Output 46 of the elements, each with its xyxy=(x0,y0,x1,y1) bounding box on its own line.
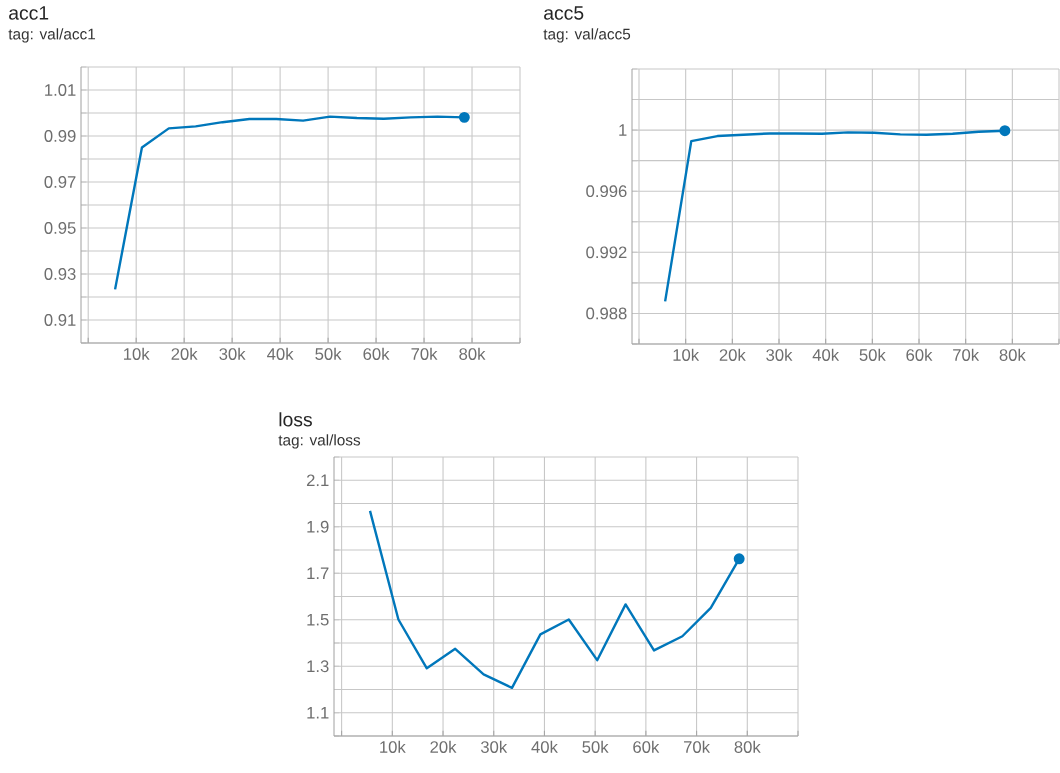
y-tick-label: 0.93 xyxy=(44,268,76,280)
x-tick-label: 10k xyxy=(124,347,150,360)
x-tick-label: 80k xyxy=(734,740,761,753)
y-tick-label: 0.95 xyxy=(44,222,76,234)
x-tick-label: 30k xyxy=(766,348,793,361)
x-tick-label: 60k xyxy=(906,348,933,361)
x-tick-label: 50k xyxy=(315,347,342,360)
x-tick-label: 20k xyxy=(430,740,457,753)
chart-subtitle: tag: val/acc5 xyxy=(543,28,631,43)
y-tick-label: 1.01 xyxy=(45,84,76,96)
x-tick-label: 70k xyxy=(411,347,438,360)
x-tick-label: 80k xyxy=(999,348,1026,361)
x-tick-label: 50k xyxy=(582,740,609,753)
y-tick-label: 0.99 xyxy=(44,130,76,142)
chart-subtitle: tag: val/loss xyxy=(278,434,361,449)
y-tick-label: 1.1 xyxy=(307,707,329,719)
x-tick-label: 50k xyxy=(859,348,886,361)
chart-title: loss xyxy=(279,412,312,427)
y-tick-label: 0.97 xyxy=(44,176,76,188)
y-tick-label: 1.5 xyxy=(307,613,329,626)
x-tick-label: 30k xyxy=(219,347,246,360)
y-tick-label: 1.3 xyxy=(307,660,329,673)
x-tick-label: 10k xyxy=(380,740,406,753)
y-tick-label: 1.7 xyxy=(307,567,329,579)
x-tick-label: 40k xyxy=(267,347,294,360)
chart-subtitle: tag: val/acc1 xyxy=(8,28,96,43)
y-tick-label: 0.992 xyxy=(586,246,627,259)
x-tick-label: 70k xyxy=(684,740,711,753)
y-tick-label: 2.1 xyxy=(306,474,329,487)
x-tick-label: 70k xyxy=(953,348,980,361)
x-tick-label: 20k xyxy=(719,348,746,361)
chart-title: acc1 xyxy=(9,6,49,20)
x-tick-label: 40k xyxy=(812,348,840,361)
x-tick-label: 80k xyxy=(459,347,486,360)
x-tick-label: 60k xyxy=(633,740,660,753)
x-tick-label: 40k xyxy=(531,740,558,753)
x-tick-label: 60k xyxy=(363,347,390,360)
x-tick-label: 10k xyxy=(673,348,700,361)
chart-title: acc5 xyxy=(544,6,584,20)
x-tick-label: 20k xyxy=(171,347,198,360)
y-tick-label: 1.9 xyxy=(307,520,329,533)
y-tick-label: 1 xyxy=(619,124,627,136)
y-tick-label: 0.988 xyxy=(586,307,627,320)
y-tick-label: 0.996 xyxy=(586,185,627,198)
y-tick-label: 0.91 xyxy=(44,314,76,326)
x-tick-label: 30k xyxy=(480,740,508,753)
